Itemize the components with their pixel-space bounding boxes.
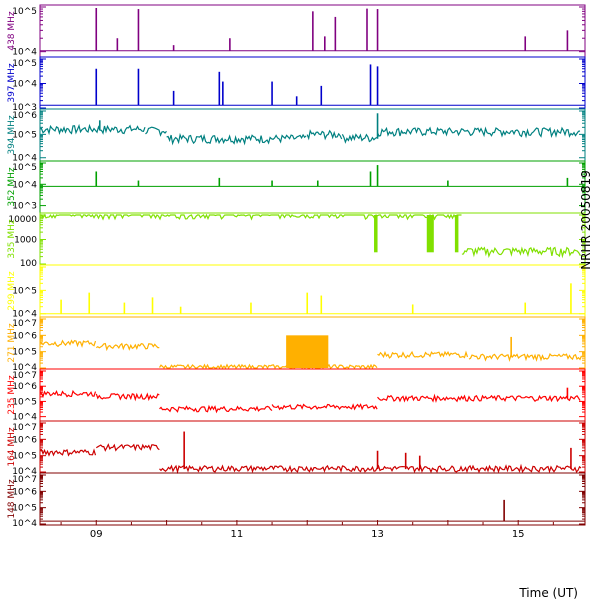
y-tick-label: 10^5 <box>12 59 37 69</box>
signal-trace <box>95 392 160 402</box>
channel-name-label: 352 MHz <box>7 167 17 207</box>
y-tick-label: 10^5 <box>12 7 37 17</box>
y-tick-label: 10^4 <box>12 413 37 423</box>
time-axis-title: Time (UT) <box>518 586 578 600</box>
signal-trace <box>145 126 167 137</box>
y-tick-label: 10^5 <box>12 286 37 296</box>
y-tick-label: 10^5 <box>12 163 37 173</box>
channel-name-label: 164 MHz <box>7 427 17 467</box>
burst-block <box>454 215 459 253</box>
panel-frame <box>39 368 586 422</box>
panel-frame <box>39 108 586 162</box>
y-tick-label: 10000 <box>8 215 37 225</box>
x-tick-label: 09 <box>90 529 103 540</box>
signal-trace <box>468 353 583 362</box>
channel-name-label: 148 MHz <box>7 479 17 519</box>
panel-frame <box>39 420 586 474</box>
signal-trace <box>461 246 581 259</box>
y-tick-label: 10^4 <box>12 519 37 529</box>
y-tick-label: 10^6 <box>12 111 37 121</box>
y-tick-label: 10^6 <box>12 382 37 392</box>
signal-trace <box>377 393 581 404</box>
x-tick-label: 13 <box>371 529 384 540</box>
y-tick-label: 10^6 <box>12 435 37 445</box>
y-tick-label: 10^7 <box>12 423 37 433</box>
y-tick-label: 10^5 <box>12 504 37 514</box>
signal-trace <box>376 126 581 139</box>
y-tick-label: 10^4 <box>12 310 37 320</box>
y-tick-label: 10^3 <box>12 202 37 212</box>
time-axis: 09 11 13 15 <box>60 520 554 540</box>
y-tick-label: 10^5 <box>12 452 37 462</box>
signal-trace <box>159 404 273 414</box>
signal-trace <box>39 339 97 348</box>
y-tick-label: 100 <box>20 259 37 269</box>
signal-trace <box>95 443 160 452</box>
y-tick-label: 10^4 <box>12 154 37 164</box>
y-tick-label: 10^4 <box>12 80 37 90</box>
channel-name-label: 397 MHz <box>7 63 17 103</box>
y-tick-label: 10^6 <box>12 487 37 497</box>
panel-frame <box>39 264 586 318</box>
y-tick-label: 10^7 <box>12 319 37 329</box>
signal-trace <box>271 403 378 411</box>
channel-name-label: 299 MHz <box>7 271 17 311</box>
channel-name-label: 271 MHz <box>7 323 17 363</box>
burst-block <box>286 335 329 368</box>
signal-trace <box>166 132 307 146</box>
y-tick-label: 10^6 <box>12 331 37 341</box>
y-tick-label: 10^5 <box>12 130 37 140</box>
y-tick-label: 10^3 <box>12 103 37 113</box>
channel-name-label: 335 MHz <box>7 219 17 259</box>
channel-name-label: 438 MHz <box>7 11 17 51</box>
signal-trace <box>39 389 97 399</box>
x-tick-label: 11 <box>231 529 244 540</box>
burst-block <box>374 215 378 253</box>
burst-block <box>426 215 434 253</box>
signal-trace <box>39 448 97 457</box>
panel-frame <box>39 472 586 526</box>
y-tick-label: 10^7 <box>12 475 37 485</box>
y-tick-label: 10^7 <box>12 371 37 381</box>
signal-trace <box>341 133 378 144</box>
observatory-date-label: NRHR 20050819 <box>579 170 593 270</box>
x-tick-label: 15 <box>512 529 525 540</box>
y-tick-label: 10^5 <box>12 348 37 358</box>
y-tick-label: 10^4 <box>12 467 37 477</box>
signal-trace <box>306 129 343 141</box>
y-tick-label: 10^4 <box>12 363 37 373</box>
y-tick-label: 10^5 <box>12 397 37 407</box>
y-tick-label: 10^4 <box>12 180 37 190</box>
panel-frame <box>39 56 586 110</box>
signal-trace <box>158 363 378 370</box>
signal-trace <box>40 213 462 221</box>
signal-trace <box>159 463 582 475</box>
y-tick-label: 1000 <box>14 236 37 246</box>
signal-trace <box>377 350 469 359</box>
y-tick-label: 10^4 <box>12 48 37 58</box>
channel-name-label: 394 MHz <box>7 115 17 155</box>
signal-trace <box>39 123 146 136</box>
panel-frame <box>39 212 586 266</box>
panel-frame <box>39 160 586 214</box>
signal-trace <box>95 342 160 352</box>
channel-name-label: 235 MHz <box>7 375 17 415</box>
